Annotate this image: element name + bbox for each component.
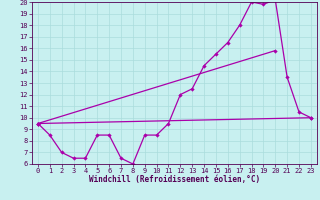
X-axis label: Windchill (Refroidissement éolien,°C): Windchill (Refroidissement éolien,°C) [89,175,260,184]
